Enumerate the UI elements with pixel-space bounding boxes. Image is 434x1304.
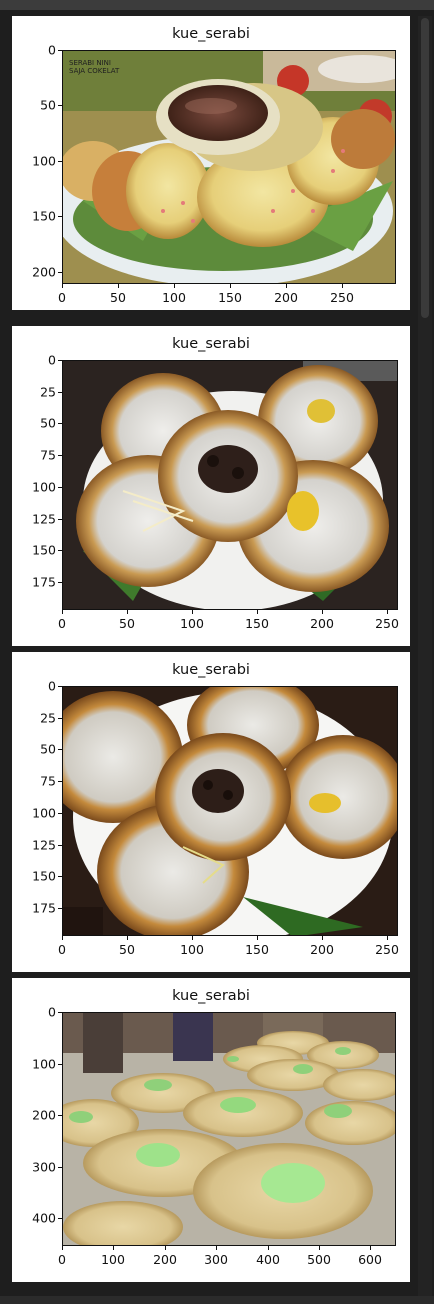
x-tick-label: 250 [330,290,354,305]
y-tick-label: 50 [40,741,56,757]
figure-panel-3: kue_serabi [12,652,410,972]
x-tick-label: 0 [58,290,66,305]
figure-title: kue_serabi [172,26,250,42]
y-tick-label: 125 [32,511,56,527]
x-tick-label: 600 [358,1252,382,1267]
output-scrollbar[interactable] [418,16,432,1296]
image-axes [62,360,398,610]
x-tick-label: 100 [101,1252,125,1267]
y-tick-label: 100 [32,1056,56,1072]
y-tick-label: 75 [40,773,56,789]
y-tick-label: 0 [48,42,56,58]
x-tick-label: 200 [310,942,334,957]
x-tick-label: 50 [119,616,135,631]
output-scrollbar-thumb[interactable] [421,18,429,318]
figure-title: kue_serabi [172,336,250,352]
figure-panel-4: kue_serabi [12,978,410,1282]
y-tick-label: 100 [32,805,56,821]
x-tick-label: 100 [180,616,204,631]
image-axes [62,686,398,936]
image-axes: SERABI NINI SAJA COKELAT [62,50,396,284]
x-tick-label: 250 [375,616,399,631]
x-tick-label: 0 [58,1252,66,1267]
y-tick-label: 125 [32,837,56,853]
y-tick-label: 0 [48,352,56,368]
x-tick-label: 0 [58,616,66,631]
figure-title: kue_serabi [172,988,250,1004]
x-tick-label: 400 [256,1252,280,1267]
y-tick-label: 75 [40,447,56,463]
y-tick-label: 175 [32,574,56,590]
figure-title: kue_serabi [172,662,250,678]
figure-panel-1: kue_serabi [12,16,410,310]
y-tick-label: 0 [48,1004,56,1020]
x-tick-label: 300 [204,1252,228,1267]
bottom-strip [0,1296,434,1304]
y-tick-label: 100 [32,153,56,169]
x-tick-label: 200 [310,616,334,631]
food-photo: SERABI NINI SAJA COKELAT [63,51,395,283]
x-tick-label: 50 [119,942,135,957]
food-photo [63,687,397,935]
y-tick-label: 150 [32,542,56,558]
y-tick-label: 100 [32,479,56,495]
y-tick-label: 50 [40,97,56,113]
x-tick-label: 150 [245,942,269,957]
y-tick-label: 25 [40,710,56,726]
y-tick-label: 400 [32,1210,56,1226]
x-tick-label: 200 [153,1252,177,1267]
food-photo [63,361,397,609]
x-tick-label: 500 [307,1252,331,1267]
image-caption: SERABI NINI [69,59,111,67]
y-tick-label: 200 [32,1107,56,1123]
image-axes [62,1012,396,1246]
y-tick-label: 25 [40,384,56,400]
figure-panel-2: kue_serabi [12,326,410,646]
y-tick-label: 0 [48,678,56,694]
y-tick-label: 300 [32,1159,56,1175]
x-tick-label: 0 [58,942,66,957]
y-tick-label: 150 [32,868,56,884]
y-tick-label: 50 [40,415,56,431]
x-tick-label: 250 [375,942,399,957]
food-photo [63,1013,395,1245]
x-tick-label: 200 [274,290,298,305]
y-tick-label: 175 [32,900,56,916]
x-tick-label: 150 [245,616,269,631]
y-tick-label: 150 [32,208,56,224]
x-tick-label: 50 [110,290,126,305]
x-tick-label: 100 [180,942,204,957]
svg-text:SAJA COKELAT: SAJA COKELAT [69,67,120,75]
y-tick-label: 200 [32,264,56,280]
top-toolbar-strip [0,0,434,10]
x-tick-label: 100 [162,290,186,305]
x-tick-label: 150 [218,290,242,305]
